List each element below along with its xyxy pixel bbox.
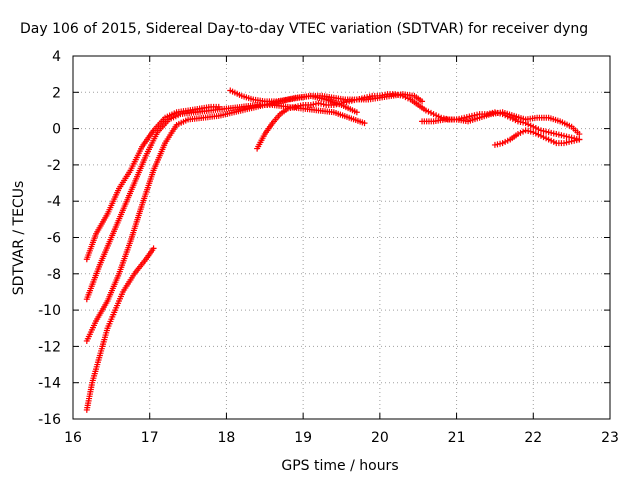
y-tick-label: -4	[47, 194, 61, 210]
y-tick-label: 2	[52, 85, 61, 101]
y-tick-label: -10	[38, 303, 61, 319]
grid	[73, 56, 610, 419]
y-tick-label: -12	[38, 339, 61, 355]
chart-title: Day 106 of 2015, Sidereal Day-to-day VTE…	[20, 21, 588, 37]
x-tick-label: 18	[218, 430, 236, 446]
y-axis-label: SDTVAR / TECUs	[11, 181, 27, 296]
x-tick-label: 21	[448, 430, 466, 446]
data-point	[353, 109, 360, 116]
plot-frame	[72, 55, 611, 420]
series-track-7	[419, 109, 583, 138]
data-point	[576, 136, 583, 143]
series-track-1	[83, 103, 222, 263]
x-tick-label: 17	[141, 430, 159, 446]
x-axis-label: GPS time / hours	[281, 458, 398, 474]
data-point	[419, 98, 426, 105]
series-track-4	[83, 245, 157, 413]
x-tick-label: 20	[371, 430, 389, 446]
y-tick-label: -2	[47, 158, 61, 174]
y-tick-label: -14	[38, 376, 61, 392]
x-tick-label: 16	[64, 430, 82, 446]
series-track-8	[491, 127, 583, 148]
y-tick-label: -6	[47, 231, 61, 247]
y-tick-label: -8	[47, 267, 61, 283]
data-point	[576, 131, 583, 138]
data-point	[361, 120, 368, 127]
series-track-3	[83, 92, 360, 344]
data-marks	[83, 87, 583, 413]
y-tick-label: 4	[52, 49, 61, 65]
series-track-2	[83, 102, 368, 303]
x-tick-label: 19	[294, 430, 312, 446]
data-point	[150, 245, 157, 252]
x-tick-label: 23	[601, 430, 619, 446]
y-tick-label: -16	[38, 412, 61, 428]
y-tick-label: 0	[52, 122, 61, 138]
x-tick-label: 22	[524, 430, 542, 446]
